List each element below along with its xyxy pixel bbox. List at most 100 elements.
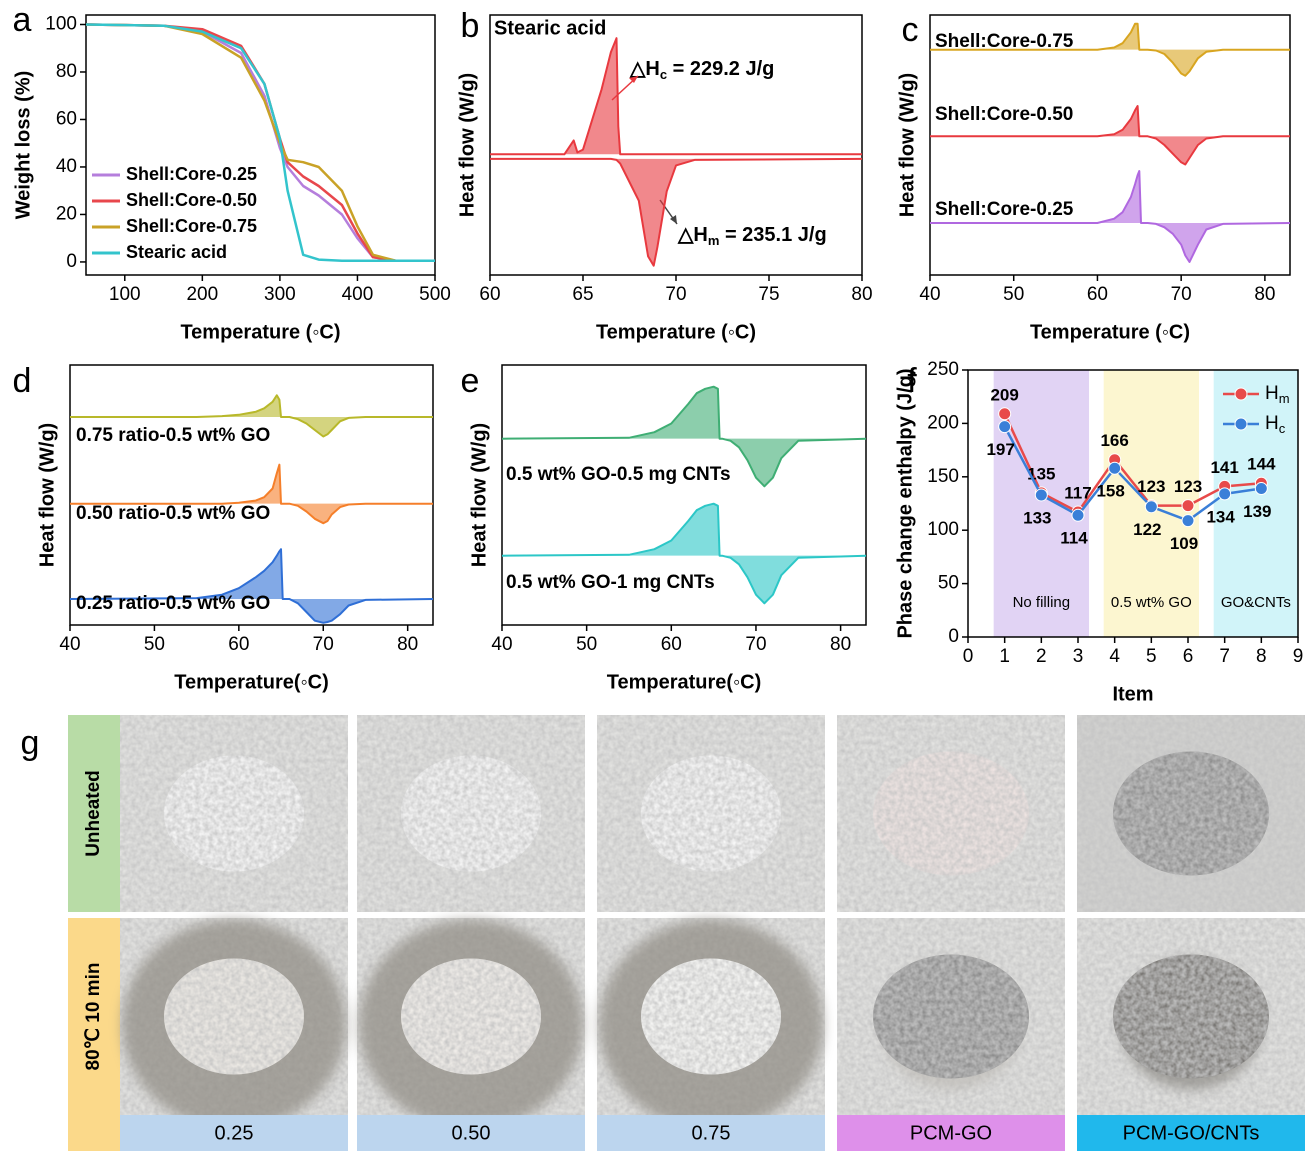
annotation-part: m	[708, 233, 720, 248]
plot-frame	[85, 14, 436, 276]
y-tick-label: 60	[56, 108, 77, 129]
marker	[998, 420, 1012, 434]
photo-pile	[401, 958, 541, 1075]
marker	[1181, 514, 1195, 528]
column-label: PCM-GO	[910, 1122, 992, 1144]
marker	[1071, 508, 1085, 522]
annotation-part: △H	[629, 58, 660, 80]
arrow-head	[670, 215, 677, 224]
x-axis-title: Temperature (◦C)	[1030, 321, 1190, 343]
y-axis-title: Heat flow (W/g)	[456, 73, 478, 217]
panel-label: e	[461, 362, 480, 400]
region-label: GO&CNTs	[1221, 594, 1291, 611]
x-axis-title: Temperature (◦C)	[180, 321, 340, 343]
row-label: Unheated	[83, 770, 104, 857]
plot-frame	[929, 14, 1291, 276]
value-label: 144	[1247, 455, 1276, 474]
x-axis-title: Temperature (◦C)	[596, 321, 756, 343]
photo-pile	[164, 958, 304, 1075]
y-axis-title: Heat flow (W/g)	[36, 423, 58, 567]
x-tick-label: 40	[491, 634, 512, 655]
x-tick-label: 70	[745, 634, 766, 655]
legend-name: H	[1265, 383, 1279, 404]
region-label: No filling	[1013, 594, 1071, 611]
panel-label: g	[21, 724, 40, 762]
legend-sub: m	[1279, 391, 1290, 406]
photo-pile	[873, 954, 1029, 1079]
x-tick-label: 80	[851, 284, 872, 305]
series-label: Shell:Core-0.25	[935, 199, 1074, 220]
value-label: 139	[1243, 502, 1271, 521]
column-label-bg	[597, 1115, 825, 1151]
x-axis-title: Temperature(◦C)	[174, 671, 329, 693]
panel-label: d	[13, 362, 32, 400]
series-label: 0.50 ratio-0.5 wt% GO	[76, 503, 270, 524]
series-line	[930, 170, 1291, 263]
y-tick-label: 20	[56, 203, 77, 224]
series-label: Shell:Core-0.75	[935, 31, 1074, 52]
y-tick-label: 50	[938, 573, 959, 594]
value-label: 123	[1174, 477, 1202, 496]
legend-label: Shell:Core-0.50	[126, 190, 257, 210]
column-label: 0.50	[452, 1122, 491, 1144]
x-tick-label: 70	[665, 284, 686, 305]
legend-name: H	[1265, 413, 1279, 434]
annotation: △Hm = 235.1 J/g	[677, 224, 827, 248]
value-label: 109	[1170, 534, 1198, 553]
marker	[1144, 500, 1158, 514]
x-tick-label: 2	[1036, 646, 1047, 667]
x-tick-label: 60	[228, 634, 249, 655]
panel-label: c	[902, 11, 919, 49]
x-tick-label: 80	[397, 634, 418, 655]
plot-frame	[967, 369, 1299, 638]
x-tick-label: 400	[342, 284, 374, 305]
y-tick-label: 0	[66, 251, 77, 272]
y-tick-label: 80	[56, 61, 77, 82]
value-label: 141	[1210, 458, 1238, 477]
region-label: 0.5 wt% GO	[1111, 594, 1192, 611]
series-line	[70, 394, 433, 438]
series-line	[85, 23, 435, 263]
area-fill	[502, 503, 866, 604]
series-line	[69, 548, 434, 624]
x-tick-label: 60	[1087, 284, 1108, 305]
legend-marker	[1234, 387, 1248, 401]
series-label: 0.5 wt% GO-0.5 mg CNTs	[506, 464, 731, 485]
legend-label: Shell:Core-0.25	[126, 164, 257, 184]
row-label-bg	[68, 918, 120, 1115]
x-tick-label: 6	[1183, 646, 1194, 667]
series-line	[85, 23, 435, 263]
value-label: 114	[1060, 529, 1088, 548]
row-label: 80℃ 10 min	[83, 963, 104, 1071]
value-label: 197	[986, 440, 1014, 459]
value-label: 133	[1023, 508, 1051, 527]
panel-label: a	[13, 1, 32, 39]
annotation-part: = 235.1 J/g	[719, 224, 826, 246]
series-line	[501, 385, 867, 488]
series-line	[490, 37, 862, 156]
photo-pile	[873, 751, 1029, 876]
legend-marker	[1234, 417, 1248, 431]
plot-frame	[501, 364, 867, 626]
value-label: 134	[1206, 507, 1235, 526]
y-tick-label: 200	[927, 412, 959, 433]
x-tick-label: 100	[109, 284, 141, 305]
x-tick-label: 40	[59, 634, 80, 655]
annotation-part: = 229.2 J/g	[667, 58, 774, 80]
value-label: 135	[1027, 464, 1055, 483]
annotation: △Hc = 229.2 J/g	[629, 58, 774, 82]
x-tick-label: 40	[919, 284, 940, 305]
photo-pile	[1113, 954, 1269, 1079]
marker	[1108, 461, 1122, 475]
y-tick-label: 100	[927, 519, 959, 540]
marker	[1181, 499, 1195, 513]
series-label: 0.75 ratio-0.5 wt% GO	[76, 425, 270, 446]
marker	[1254, 482, 1268, 496]
area-fill	[490, 158, 862, 266]
x-tick-label: 0	[963, 646, 974, 667]
x-tick-label: 8	[1256, 646, 1267, 667]
region	[1213, 370, 1298, 637]
series-line	[930, 105, 1290, 166]
label-strip	[68, 1115, 120, 1151]
